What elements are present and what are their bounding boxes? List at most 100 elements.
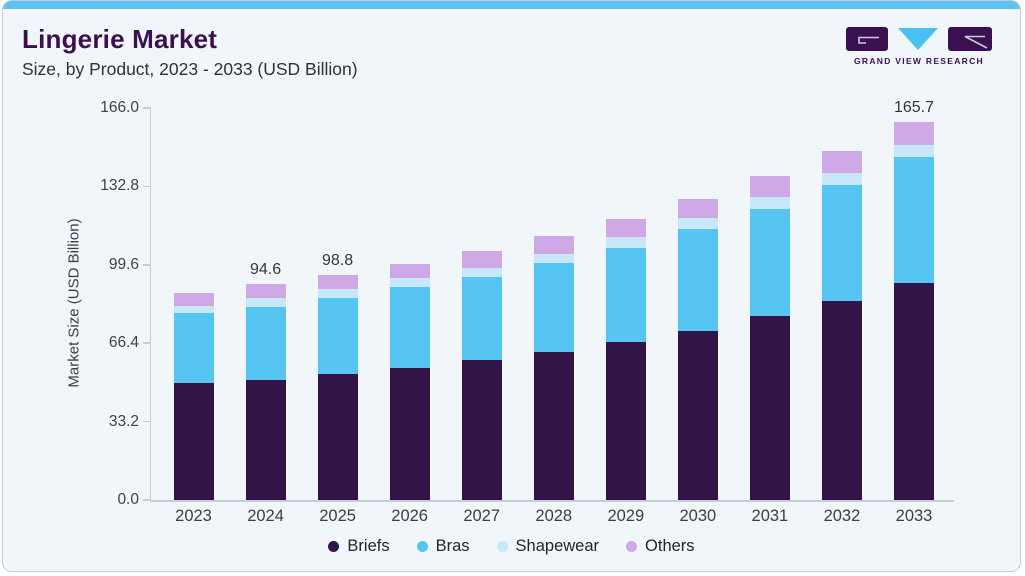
- bar-2028-others-segment: [533, 236, 574, 254]
- bar-2023: [173, 293, 214, 500]
- legend-item-shapewear: Shapewear: [496, 537, 600, 556]
- legend-dot-bras: [416, 541, 428, 552]
- bar-2026-others-segment: [389, 264, 430, 279]
- bar-2024-shapewear-segment: [245, 298, 286, 307]
- bar-2032-shapewear-segment: [821, 172, 862, 186]
- bar-2031-bras-segment: [749, 209, 790, 316]
- x-axis-line: [149, 500, 954, 502]
- y-tick-label: 66.4: [108, 334, 139, 352]
- logo-g-icon: [846, 27, 888, 51]
- y-tick-mark: [143, 342, 151, 344]
- bar-2030: [677, 199, 718, 500]
- bar-2033: [894, 122, 934, 500]
- legend-label: Others: [645, 537, 695, 555]
- x-tick-label-2025: 2025: [319, 507, 356, 525]
- legend-item-others: Others: [626, 537, 695, 556]
- bar-value-label-2033: 165.7: [893, 99, 935, 117]
- y-tick-mark: [143, 499, 151, 501]
- bar-2027-shapewear-segment: [461, 267, 502, 278]
- logo-r-icon: [948, 27, 992, 51]
- legend-label: Briefs: [347, 537, 390, 555]
- y-tick-label: 0.0: [117, 491, 139, 508]
- y-tick-mark: [143, 264, 151, 266]
- bar-2027: [461, 251, 502, 500]
- bar-2032: [821, 150, 862, 500]
- bar-2024: [245, 284, 286, 500]
- x-tick-label-2031: 2031: [751, 507, 789, 525]
- bar-2028-shapewear-segment: [533, 253, 574, 263]
- bar-2027-briefs-segment: [461, 359, 502, 500]
- y-tick-label: 33.2: [108, 412, 139, 430]
- bar-2024-others-segment: [245, 284, 286, 299]
- bar-value-label-2024: 94.6: [249, 261, 282, 279]
- bar-2026-bras-segment: [389, 287, 430, 368]
- bar-2029-bras-segment: [605, 247, 646, 342]
- legend-dot-shapewear: [496, 541, 508, 552]
- legend-item-bras: Bras: [416, 537, 470, 556]
- chart-subtitle: Size, by Product, 2023 - 2033 (USD Billi…: [22, 59, 358, 80]
- bar-2031-shapewear-segment: [749, 197, 790, 210]
- bar-2029: [605, 219, 646, 500]
- x-tick-label-2033: 2033: [895, 507, 933, 525]
- x-tick-label-2030: 2030: [679, 507, 717, 525]
- bar-2031-briefs-segment: [749, 315, 790, 500]
- x-tick-label-2032: 2032: [823, 507, 861, 525]
- y-tick-label: 166.0: [100, 99, 139, 116]
- legend-label: Shapewear: [515, 537, 600, 555]
- bar-2032-briefs-segment: [821, 301, 862, 500]
- bar-2023-others-segment: [173, 293, 214, 306]
- bar-2029-others-segment: [605, 219, 646, 237]
- legend-item-briefs: Briefs: [328, 537, 390, 556]
- bar-2030-shapewear-segment: [677, 218, 718, 230]
- bar-2026: [389, 264, 430, 500]
- gvr-logo: GRAND VIEW RESEARCH: [846, 27, 992, 66]
- bar-value-label-2025: 98.8: [322, 251, 354, 269]
- bar-2028-briefs-segment: [533, 351, 574, 500]
- page-title: Lingerie Market: [22, 24, 218, 54]
- bar-2030-bras-segment: [677, 229, 718, 331]
- x-tick-label-2028: 2028: [535, 507, 573, 525]
- bar-2029-shapewear-segment: [605, 236, 646, 248]
- bar-2030-others-segment: [677, 199, 718, 219]
- bar-2026-shapewear-segment: [389, 278, 430, 288]
- top-accent-bar: [3, 1, 1020, 9]
- bar-2023-briefs-segment: [173, 383, 214, 500]
- bar-2025-bras-segment: [317, 298, 358, 374]
- y-tick-mark: [143, 185, 151, 188]
- chart-plot-area: Market Size (USD Billion) 0.0 33.2 66.4 99.…: [3, 1, 1020, 571]
- y-tick-mark: [143, 107, 151, 109]
- bar-2028: [533, 236, 574, 500]
- bar-2030-briefs-segment: [677, 330, 718, 500]
- x-tick-label-2024: 2024: [247, 507, 284, 525]
- bar-2032-others-segment: [821, 150, 862, 173]
- bar-2029-briefs-segment: [605, 341, 646, 500]
- bar-2033-bras-segment: [894, 157, 934, 283]
- bar-2023-bras-segment: [173, 313, 214, 384]
- bar-2031: [749, 176, 790, 500]
- bar-2025: [317, 274, 358, 500]
- x-tick-label-2029: 2029: [607, 507, 645, 525]
- bar-2033-shapewear-segment: [894, 144, 934, 158]
- bar-2027-others-segment: [461, 251, 502, 268]
- x-tick-label-2026: 2026: [391, 507, 428, 525]
- chart-legend: Briefs Bras Shapewear Others: [3, 537, 1020, 556]
- y-tick-label: 132.8: [100, 177, 139, 195]
- bar-2026-briefs-segment: [389, 367, 430, 500]
- legend-dot-others: [626, 541, 638, 552]
- y-tick-mark: [143, 420, 151, 423]
- y-tick-label: 99.6: [108, 255, 139, 273]
- bar-2025-shapewear-segment: [317, 289, 358, 299]
- gvr-logo-shapes: [846, 27, 992, 51]
- legend-dot-briefs: [328, 541, 340, 552]
- bar-2028-bras-segment: [533, 262, 574, 352]
- logo-text: GRAND VIEW RESEARCH: [853, 56, 984, 66]
- bar-2033-briefs-segment: [894, 282, 934, 500]
- x-tick-label-2027: 2027: [463, 507, 501, 525]
- bar-2032-bras-segment: [821, 185, 862, 302]
- bar-2031-others-segment: [749, 176, 790, 198]
- logo-v-triangle-icon: [898, 28, 938, 50]
- bar-2033-others-segment: [894, 122, 934, 145]
- legend-label: Bras: [435, 537, 470, 555]
- bar-2024-bras-segment: [245, 306, 286, 380]
